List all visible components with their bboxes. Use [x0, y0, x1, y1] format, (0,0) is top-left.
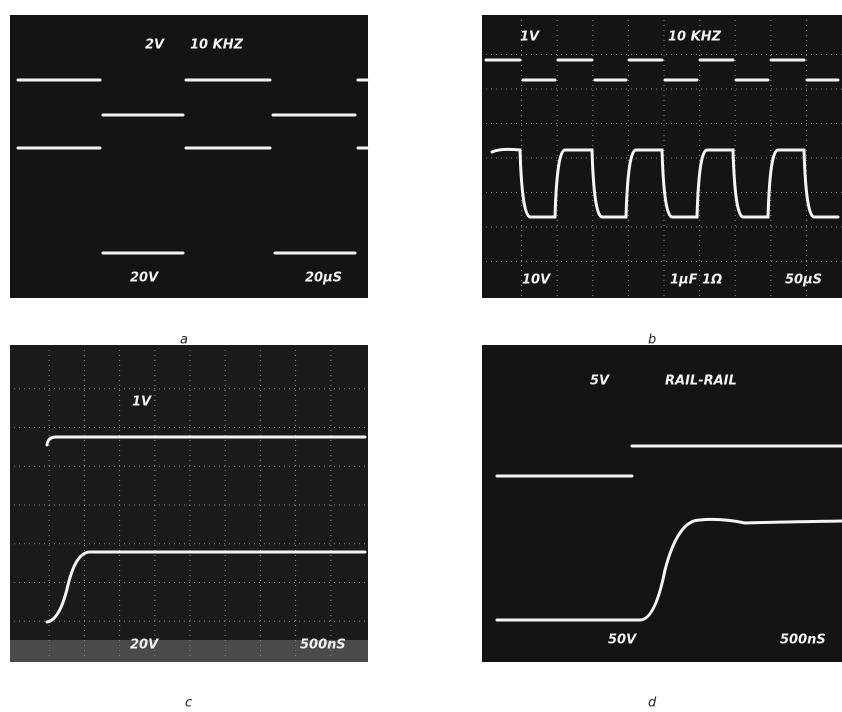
- label: 10 KHZ: [668, 30, 722, 45]
- label: 2V: [145, 38, 165, 53]
- screen: [10, 15, 368, 298]
- label: 50µS: [785, 273, 822, 288]
- label: 20µS: [305, 271, 342, 286]
- scope-panel-d: 5V RAIL-RAIL 50V 500nS: [482, 345, 842, 662]
- label: 500nS: [780, 633, 826, 648]
- label: 5V: [590, 374, 610, 389]
- label: 20V: [130, 638, 159, 653]
- caption: c: [185, 696, 192, 711]
- label: 10V: [522, 273, 551, 288]
- label: 1V: [520, 30, 540, 45]
- label: 10 KHZ: [190, 38, 244, 53]
- scope-panel-a: 2V 10 KHZ 20V 20µS: [10, 15, 368, 298]
- screen: [482, 345, 842, 662]
- caption: d: [648, 696, 657, 711]
- label: RAIL-RAIL: [665, 374, 737, 389]
- label: 500nS: [300, 638, 346, 653]
- scope-panel-b: 1V 10 KHZ 10V 1µF 1Ω 50µS: [482, 15, 842, 298]
- label: 1µF 1Ω: [670, 273, 722, 288]
- scope-panel-c: 1V 20V 500nS: [10, 345, 368, 662]
- page: 2V 10 KHZ 20V 20µS a 1V 10 KHZ 10V 1µF 1…: [0, 0, 842, 712]
- figure: 2V 10 KHZ 20V 20µS a 1V 10 KHZ 10V 1µF 1…: [0, 0, 842, 712]
- label: 20V: [130, 271, 159, 286]
- label: 1V: [132, 395, 152, 410]
- screen: [10, 345, 368, 662]
- label: 50V: [608, 633, 637, 648]
